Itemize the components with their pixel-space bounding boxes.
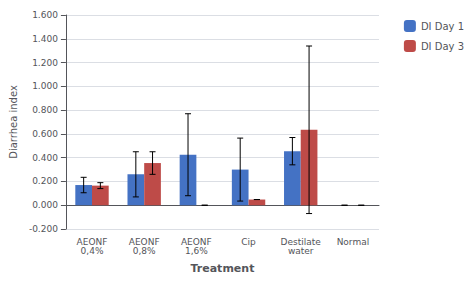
svg-text:Normal: Normal xyxy=(337,237,370,247)
svg-text:AEONF: AEONF xyxy=(128,236,160,247)
svg-text:AEONF: AEONF xyxy=(180,236,212,247)
svg-text:1.600: 1.600 xyxy=(32,10,58,20)
svg-text:0.400: 0.400 xyxy=(32,153,58,163)
svg-text:DI Day 3: DI Day 3 xyxy=(421,41,464,52)
svg-text:Diarrhea index: Diarrhea index xyxy=(8,85,19,159)
svg-text:0.000: 0.000 xyxy=(32,200,58,210)
svg-text:Destilate: Destilate xyxy=(280,236,321,247)
svg-text:0.600: 0.600 xyxy=(32,129,58,139)
svg-text:0,8%: 0,8% xyxy=(133,246,156,256)
svg-text:AEONF: AEONF xyxy=(76,236,108,247)
svg-text:water: water xyxy=(288,246,314,256)
svg-text:1.200: 1.200 xyxy=(32,58,58,68)
svg-text:0.800: 0.800 xyxy=(32,105,58,115)
svg-text:Cip: Cip xyxy=(241,237,256,247)
svg-text:-0.200: -0.200 xyxy=(29,224,58,234)
svg-text:1.000: 1.000 xyxy=(32,81,58,91)
svg-text:0.200: 0.200 xyxy=(32,176,58,186)
svg-text:Treatment: Treatment xyxy=(191,262,255,275)
svg-text:1,6%: 1,6% xyxy=(185,246,208,256)
svg-text:1.400: 1.400 xyxy=(32,34,58,44)
svg-text:0,4%: 0,4% xyxy=(81,246,104,256)
svg-text:DI Day 1: DI Day 1 xyxy=(421,21,464,32)
